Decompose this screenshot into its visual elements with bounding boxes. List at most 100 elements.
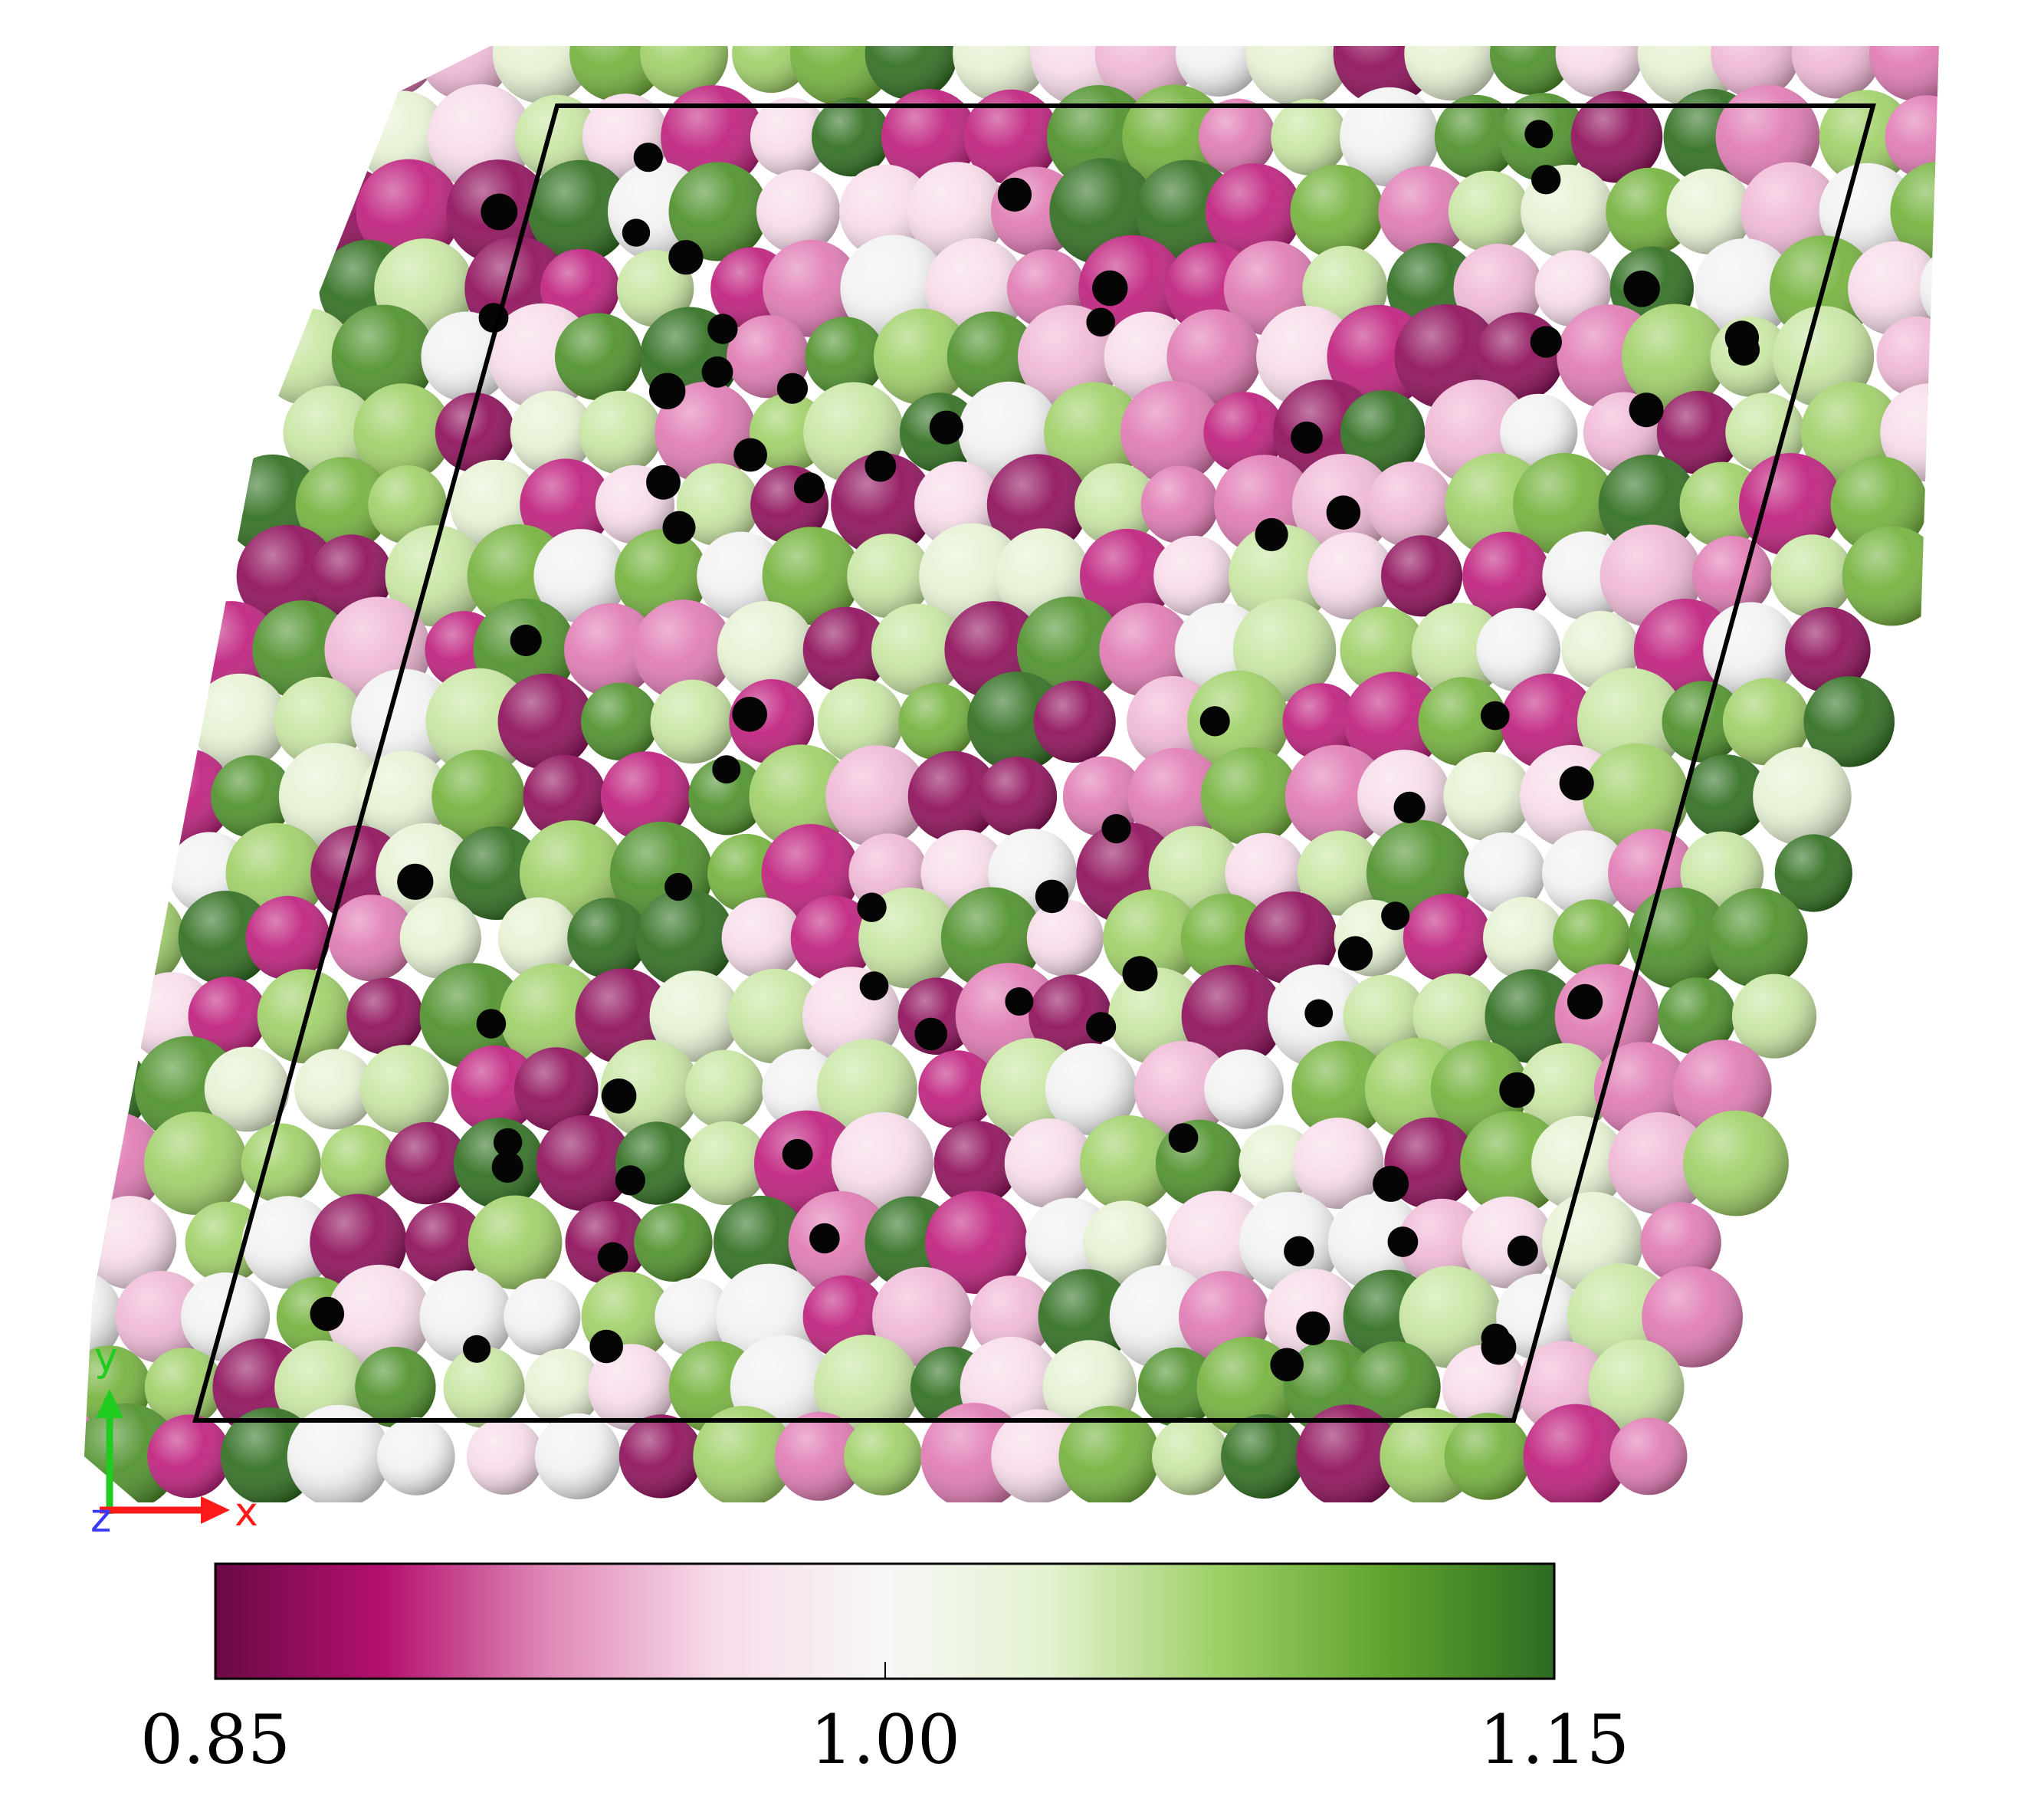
small-particle xyxy=(310,1296,345,1331)
particle xyxy=(1135,159,1239,264)
particle xyxy=(1204,1049,1284,1129)
small-particle xyxy=(1199,706,1230,737)
particle xyxy=(245,895,330,980)
particle xyxy=(684,1121,769,1206)
particle xyxy=(523,754,606,839)
particle xyxy=(1378,166,1470,258)
particle xyxy=(1462,531,1551,620)
particle xyxy=(524,1348,602,1426)
particle xyxy=(515,94,600,179)
small-particle xyxy=(649,373,686,409)
particle xyxy=(925,1190,1029,1294)
particle xyxy=(1412,973,1498,1059)
particle xyxy=(1656,390,1741,474)
particle xyxy=(634,1203,713,1282)
particle xyxy=(676,463,760,547)
small-particle xyxy=(491,1151,523,1183)
particle xyxy=(295,457,391,553)
particle xyxy=(1542,830,1628,916)
particle xyxy=(1080,528,1174,623)
particle xyxy=(294,1049,376,1130)
small-particle xyxy=(510,624,542,657)
particle xyxy=(1640,1202,1721,1283)
particle xyxy=(1711,46,1800,99)
small-particle xyxy=(1531,165,1561,195)
particle xyxy=(533,529,628,623)
particle xyxy=(789,46,895,107)
particle xyxy=(1403,894,1492,983)
small-particle xyxy=(701,356,733,388)
particle xyxy=(1684,754,1768,839)
colorbar: 0.85 1.00 1.15 xyxy=(140,1562,1629,1779)
small-particle xyxy=(597,1242,628,1273)
particle xyxy=(1290,164,1384,259)
particle xyxy=(1221,1413,1306,1499)
particle xyxy=(1033,680,1116,763)
small-particle xyxy=(1507,1235,1538,1266)
particle xyxy=(1448,170,1531,253)
particle xyxy=(1200,747,1300,846)
particle xyxy=(1239,1125,1316,1202)
particle xyxy=(685,1049,764,1129)
particle xyxy=(204,1046,290,1132)
small-particle xyxy=(1567,983,1603,1019)
particle xyxy=(1637,46,1743,107)
colorbar-gradient xyxy=(214,1562,1556,1680)
particle xyxy=(565,1200,648,1284)
particle xyxy=(1004,1118,1094,1208)
particle xyxy=(310,534,393,618)
small-particle xyxy=(1304,999,1334,1028)
particle xyxy=(385,525,487,627)
particle xyxy=(1443,751,1533,842)
particle xyxy=(287,1404,391,1502)
small-particle xyxy=(857,892,887,922)
particle xyxy=(756,169,841,254)
small-particle xyxy=(1387,1226,1419,1257)
particle xyxy=(1555,46,1644,98)
particle xyxy=(536,1115,633,1212)
particle xyxy=(732,46,811,94)
particle xyxy=(873,308,970,405)
particle xyxy=(898,683,976,760)
particle xyxy=(353,383,452,482)
particle xyxy=(578,390,662,474)
particle xyxy=(1074,463,1158,547)
particle xyxy=(986,454,1088,556)
particle xyxy=(1399,1266,1502,1368)
particle xyxy=(907,750,999,842)
small-particle xyxy=(1629,392,1664,428)
particle xyxy=(1791,46,1882,99)
particle xyxy=(1016,596,1124,704)
particle xyxy=(399,897,481,979)
x-axis-label: x xyxy=(235,1489,258,1535)
particle xyxy=(499,963,605,1069)
particle xyxy=(650,679,735,764)
simulation-box-outline xyxy=(192,103,1876,1423)
particle xyxy=(1971,98,2044,176)
particle xyxy=(1291,1040,1389,1138)
small-particle xyxy=(633,143,663,172)
particle xyxy=(1307,532,1395,620)
particle xyxy=(1588,1339,1685,1436)
particle xyxy=(419,1270,513,1364)
particle xyxy=(831,452,934,557)
small-particle xyxy=(782,1138,813,1170)
particle xyxy=(1166,1190,1270,1295)
particle xyxy=(847,534,932,619)
particle xyxy=(1152,1417,1230,1496)
small-particle xyxy=(1291,421,1323,454)
particle xyxy=(1153,535,1234,616)
particle xyxy=(468,1195,563,1290)
particle xyxy=(1731,974,1817,1059)
particle xyxy=(188,977,267,1056)
particle xyxy=(241,1196,335,1289)
small-particle xyxy=(929,410,963,445)
particle xyxy=(1703,602,1799,698)
small-particle xyxy=(646,465,681,500)
small-particle-layer xyxy=(310,120,1760,1382)
particle xyxy=(805,317,885,397)
particle xyxy=(1099,602,1193,698)
small-particle xyxy=(733,438,767,472)
small-particle xyxy=(809,1223,840,1254)
particle xyxy=(1848,241,1939,336)
